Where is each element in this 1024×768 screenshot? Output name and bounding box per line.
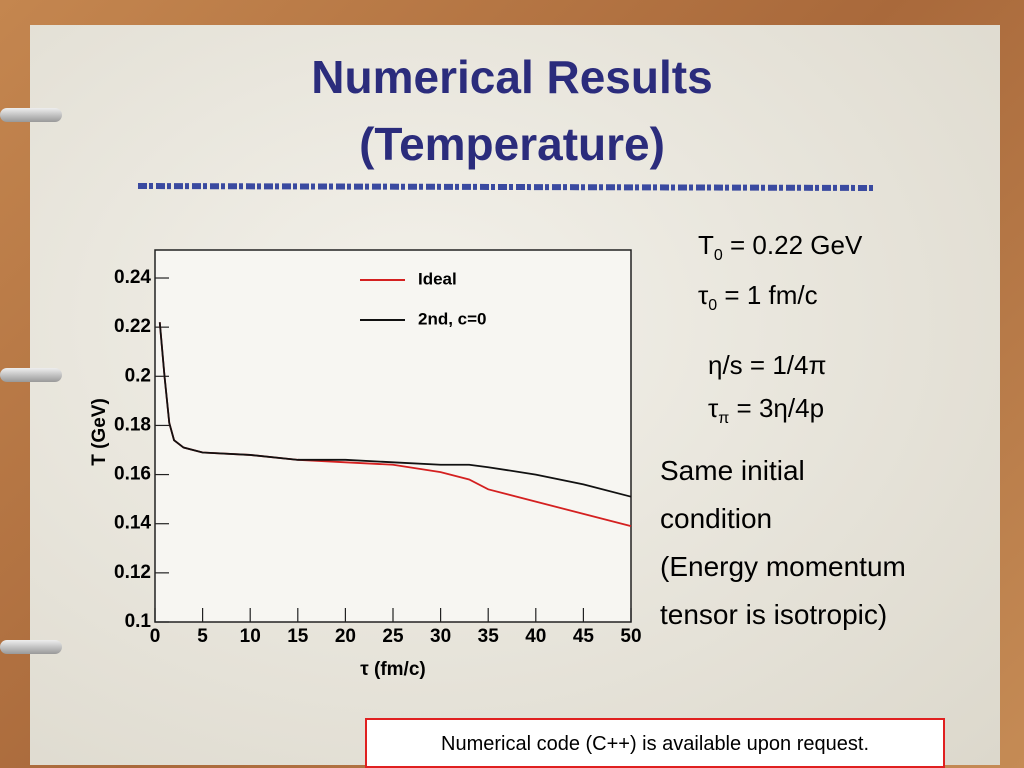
ring xyxy=(0,640,62,654)
note-line: condition xyxy=(660,503,773,534)
x-tick-label: 5 xyxy=(197,626,208,647)
x-tick-label: 45 xyxy=(573,626,595,647)
param-main: T xyxy=(698,230,714,260)
y-tick-label: 0.2 xyxy=(125,365,151,386)
x-tick-label: 30 xyxy=(430,626,451,647)
x-tick-label: 20 xyxy=(335,626,356,647)
x-tick-label: 25 xyxy=(382,626,404,647)
param-sub: π xyxy=(718,410,730,428)
plot-frame xyxy=(154,249,632,623)
param: η/s = 1/4π xyxy=(708,350,826,381)
title-line: (Temperature) xyxy=(359,118,665,170)
title-line: Numerical Results xyxy=(311,51,713,103)
note-line: Same initial xyxy=(660,455,805,486)
y-tick-label: 0.1 xyxy=(125,611,152,632)
param-main: τ xyxy=(708,393,719,423)
x-tick-label: 35 xyxy=(478,626,500,647)
param-main: τ xyxy=(698,280,709,310)
y-axis-label: T (GeV) xyxy=(89,398,110,466)
ring xyxy=(0,108,62,122)
legend-label: 2nd, c=0 xyxy=(418,309,487,328)
ring xyxy=(0,368,62,382)
param-sub: 0 xyxy=(713,247,723,265)
note-line: (Energy momentum xyxy=(660,551,906,582)
param-rest: = 0.22 GeV xyxy=(722,230,863,260)
footer-box: Numerical code (C++) is available upon r… xyxy=(365,718,945,768)
x-tick-label: 10 xyxy=(240,626,261,647)
note-line: tensor is isotropic) xyxy=(660,599,888,630)
y-tick-label: 0.24 xyxy=(114,267,151,288)
param-sub: 0 xyxy=(708,297,718,315)
y-tick-label: 0.12 xyxy=(114,562,151,583)
param: τπ = 3η/4p xyxy=(708,393,824,428)
y-tick-label: 0.16 xyxy=(114,464,151,485)
y-tick-label: 0.14 xyxy=(114,513,151,534)
title-underline xyxy=(137,183,877,191)
series-line xyxy=(158,322,632,498)
param: τ0 = 1 fm/c xyxy=(698,280,818,315)
x-tick-label: 50 xyxy=(620,626,641,647)
x-tick-label: 40 xyxy=(525,626,546,647)
y-tick-label: 0.22 xyxy=(114,316,151,337)
legend-label: Ideal xyxy=(418,269,457,288)
param: T0 = 0.22 GeV xyxy=(698,230,862,265)
x-axis-label: τ (fm/c) xyxy=(360,659,425,680)
param-rest: = 3η/4p xyxy=(729,393,825,423)
param-main: η/s = 1/4π xyxy=(708,350,827,380)
param-rest: = 1 fm/c xyxy=(717,280,818,310)
x-tick-label: 15 xyxy=(287,626,309,647)
y-tick-label: 0.18 xyxy=(114,414,151,435)
x-tick-label: 0 xyxy=(150,626,161,647)
